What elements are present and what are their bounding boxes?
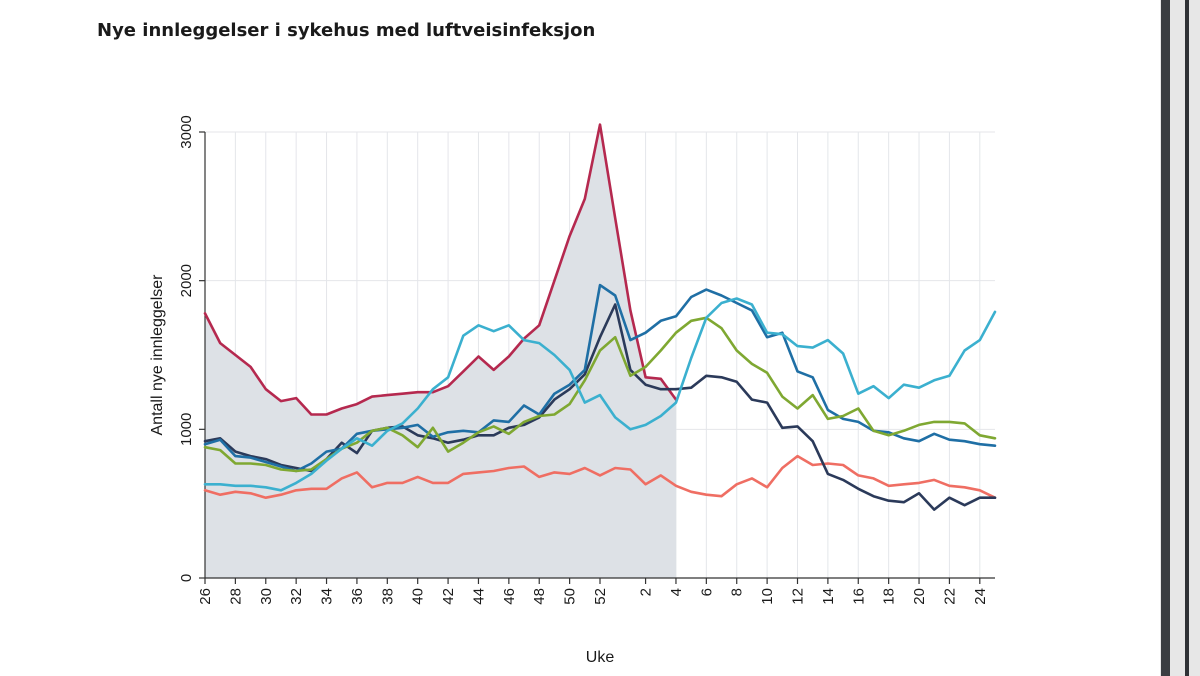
y-tick-label-2: 2000 [178,264,195,297]
vertical-scrollbar[interactable] [1161,0,1170,676]
x-tick-label-25: 24 [972,588,989,605]
x-tick-label-0: 26 [197,588,214,605]
chart-title: Nye innleggelser i sykehus med luftveisi… [97,20,596,41]
x-tick-label-21: 16 [850,588,867,605]
y-tick-label-1: 1000 [178,413,195,446]
x-tick-labels: 26 28 30 32 34 36 38 40 42 44 46 48 50 52 2 4 6 8 10 12 14 16… [197,588,989,605]
x-tick-label-18: 10 [759,588,776,605]
x-tick-label-13: 52 [592,588,609,605]
x-tick-label-16: 6 [698,588,715,596]
x-tick-label-24: 22 [941,588,958,605]
series-line-3 [203,283,997,473]
x-tick-label-3: 32 [288,588,305,605]
x-tick-label-7: 40 [410,588,427,605]
x-tick-label-14: 2 [638,588,655,596]
axes [199,131,995,584]
x-tick-label-10: 46 [501,588,518,605]
x-tick-label-8: 42 [440,588,457,605]
x-tick-label-9: 44 [470,588,487,605]
series-line-0 [203,123,678,416]
y-axis-label: Antall nye innleggelser [149,274,166,436]
series-line-2 [203,303,997,511]
x-tick-label-4: 34 [319,588,336,605]
series-line-5 [203,297,997,492]
y-tick-label-3: 3000 [178,115,195,148]
x-tick-label-1: 28 [227,588,244,605]
x-tick-label-2: 30 [258,588,275,605]
x-tick-label-22: 18 [881,588,898,605]
viewer-edge [1185,0,1189,676]
y-tick-label-0: 0 [178,574,195,582]
series-line-1 [203,454,997,499]
x-tick-label-6: 38 [379,588,396,605]
y-tick-labels: 0 1000 2000 3000 [178,115,195,582]
x-tick-label-17: 8 [729,588,746,596]
x-tick-label-20: 14 [820,588,837,605]
x-axis-label: Uke [586,649,615,666]
x-tick-label-19: 12 [790,588,807,605]
document-page: Nye innleggelser i sykehus med luftveisi… [97,20,997,666]
shaded-area [205,124,676,579]
x-tick-label-5: 36 [349,588,366,605]
x-tick-label-11: 48 [531,588,548,605]
x-tick-label-12: 50 [562,588,579,605]
x-tick-label-23: 20 [911,588,928,605]
x-tick-label-15: 4 [668,588,685,596]
series-lines [203,123,997,511]
